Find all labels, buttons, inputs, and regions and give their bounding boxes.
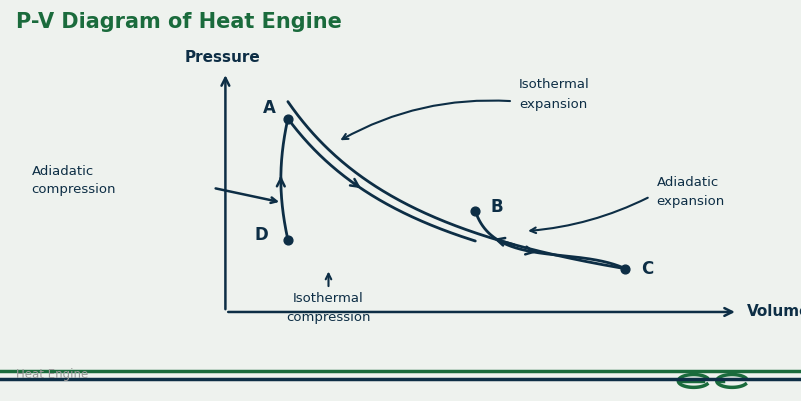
Text: compression: compression: [32, 184, 116, 196]
Point: [281, 237, 294, 243]
Text: D: D: [255, 226, 268, 243]
Text: Isothermal: Isothermal: [519, 78, 590, 91]
Text: compression: compression: [286, 310, 371, 324]
Text: expansion: expansion: [657, 195, 725, 208]
Text: expansion: expansion: [519, 98, 587, 111]
Point: [619, 265, 632, 272]
Text: Pressure: Pressure: [184, 50, 260, 65]
Point: [281, 115, 294, 122]
Text: Adiadatic: Adiadatic: [32, 165, 94, 178]
Text: B: B: [491, 198, 504, 216]
Text: A: A: [263, 99, 276, 117]
Text: Heat Engine: Heat Engine: [16, 369, 88, 381]
Text: Isothermal: Isothermal: [293, 292, 364, 305]
Point: [469, 208, 481, 214]
Text: P-V Diagram of Heat Engine: P-V Diagram of Heat Engine: [16, 12, 342, 32]
Text: Adiadatic: Adiadatic: [657, 176, 718, 189]
Text: Volume: Volume: [747, 304, 801, 320]
Text: C: C: [641, 260, 654, 277]
